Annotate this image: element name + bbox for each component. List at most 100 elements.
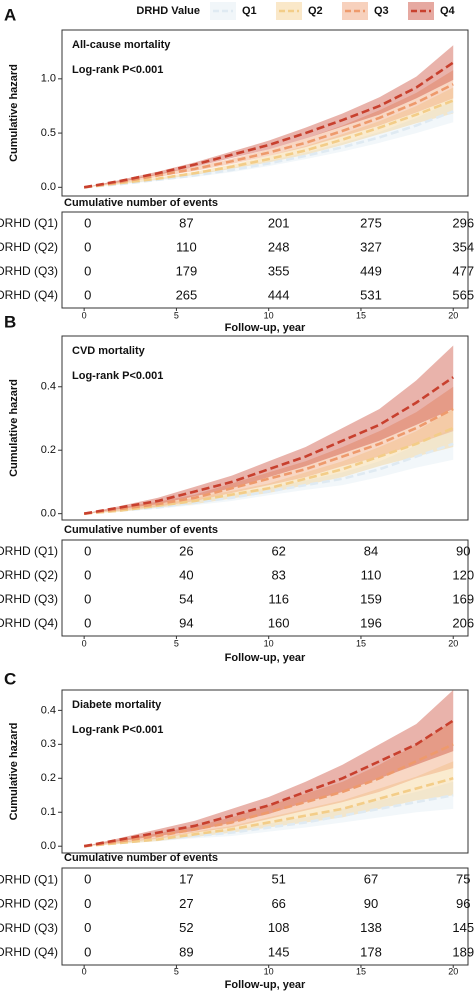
y-tick-label: 0.0 — [41, 840, 56, 852]
table-count: 120 — [452, 567, 474, 582]
table-count: 0 — [84, 215, 91, 230]
table-count: 67 — [364, 872, 378, 887]
hazard-line — [83, 99, 454, 189]
x-tick-label: 15 — [356, 638, 366, 648]
annotation: Log-rank P<0.001 — [72, 370, 163, 382]
x-tick-label: 5 — [174, 966, 179, 976]
x-tick-label: 20 — [448, 310, 458, 320]
table-count: 189 — [452, 944, 474, 959]
legend-label: Q4 — [440, 5, 456, 17]
table-count: 96 — [456, 896, 470, 911]
y-tick-label: 0.4 — [41, 381, 56, 393]
table-count: 89 — [179, 944, 193, 959]
hazard-line — [84, 426, 454, 515]
annotation: Log-rank P<0.001 — [72, 64, 163, 76]
table-count: 201 — [268, 215, 290, 230]
table-count: 108 — [268, 920, 290, 935]
table-count: 62 — [271, 543, 285, 558]
table-count: 477 — [452, 263, 474, 278]
table-title: Cumulative number of events — [64, 197, 218, 209]
confidence-band — [84, 781, 454, 847]
table-count: 51 — [271, 872, 285, 887]
y-tick-label: 0.1 — [41, 806, 56, 818]
confidence-band — [84, 386, 454, 514]
x-tick-label: 0 — [82, 310, 87, 320]
table-count: 196 — [360, 615, 382, 630]
y-tick-label: 1.0 — [41, 73, 56, 85]
table-count: 0 — [84, 263, 91, 278]
confidence-band — [84, 690, 454, 847]
confidence-band — [84, 761, 454, 847]
table-count: 94 — [179, 615, 193, 630]
row-label: DRHD (Q2) — [0, 240, 58, 254]
x-tick-label: 20 — [448, 966, 458, 976]
y-tick-label: 0.2 — [41, 772, 56, 784]
table-count: 206 — [452, 615, 474, 630]
table-count: 0 — [84, 287, 91, 302]
table-count: 296 — [452, 215, 474, 230]
x-axis-title: Follow-up, year — [225, 979, 306, 991]
table-count: 110 — [361, 567, 382, 582]
hazard-line — [83, 743, 454, 848]
table-count: 26 — [179, 543, 193, 558]
hazard-line — [83, 376, 454, 515]
table-count: 444 — [268, 287, 290, 302]
table-count: 160 — [268, 615, 290, 630]
table-count: 90 — [364, 896, 378, 911]
confidence-band — [84, 345, 454, 514]
table-count: 0 — [84, 567, 91, 582]
table-count: 169 — [452, 591, 474, 606]
table-count: 531 — [360, 287, 382, 302]
table-count: 265 — [176, 287, 198, 302]
x-tick-label: 10 — [264, 310, 274, 320]
hazard-line — [84, 777, 454, 848]
y-axis-title: Cumulative hazard — [8, 379, 20, 477]
plot-frame — [61, 29, 469, 197]
table-count: 52 — [179, 920, 193, 935]
table-count: 565 — [452, 287, 474, 302]
x-tick-label: 15 — [356, 310, 366, 320]
x-tick-label: 15 — [356, 966, 366, 976]
table-count: 90 — [456, 543, 470, 558]
table-count: 178 — [360, 944, 382, 959]
x-tick-label: 5 — [174, 310, 179, 320]
legend-label: Q2 — [308, 5, 323, 17]
panel-label: B — [4, 312, 16, 331]
x-tick-label: 0 — [82, 966, 87, 976]
table-frame — [61, 211, 469, 309]
table-count: 248 — [268, 239, 290, 254]
x-tick-label: 10 — [264, 638, 274, 648]
hazard-line — [83, 407, 454, 515]
row-label: DRHD (Q3) — [0, 921, 58, 935]
plot-frame — [61, 335, 469, 521]
table-count: 110 — [176, 239, 197, 254]
table-count: 0 — [84, 591, 91, 606]
y-tick-label: 0.5 — [41, 127, 56, 139]
table-frame — [61, 867, 469, 966]
table-count: 0 — [84, 872, 91, 887]
row-label: DRHD (Q3) — [0, 264, 58, 278]
row-label: DRHD (Q4) — [0, 945, 58, 959]
table-count: 179 — [176, 263, 198, 278]
table-count: 275 — [360, 215, 382, 230]
row-label: DRHD (Q1) — [0, 216, 58, 230]
table-count: 327 — [360, 239, 382, 254]
row-label: DRHD (Q4) — [0, 616, 58, 630]
table-count: 84 — [364, 543, 378, 558]
hazard-line — [83, 83, 454, 189]
row-label: DRHD (Q3) — [0, 592, 58, 606]
legend-label: Q3 — [374, 5, 389, 17]
plot-title: CVD mortality — [72, 345, 146, 357]
table-count: 0 — [84, 944, 91, 959]
table-count: 0 — [84, 920, 91, 935]
table-count: 17 — [179, 872, 193, 887]
table-count: 449 — [360, 263, 382, 278]
annotation: Log-rank P<0.001 — [72, 724, 163, 736]
table-count: 66 — [271, 896, 285, 911]
row-label: DRHD (Q4) — [0, 288, 58, 302]
table-count: 40 — [179, 567, 193, 582]
row-label: DRHD (Q1) — [0, 544, 58, 558]
table-count: 0 — [84, 615, 91, 630]
y-tick-label: 0.2 — [41, 444, 56, 456]
table-count: 83 — [271, 567, 285, 582]
